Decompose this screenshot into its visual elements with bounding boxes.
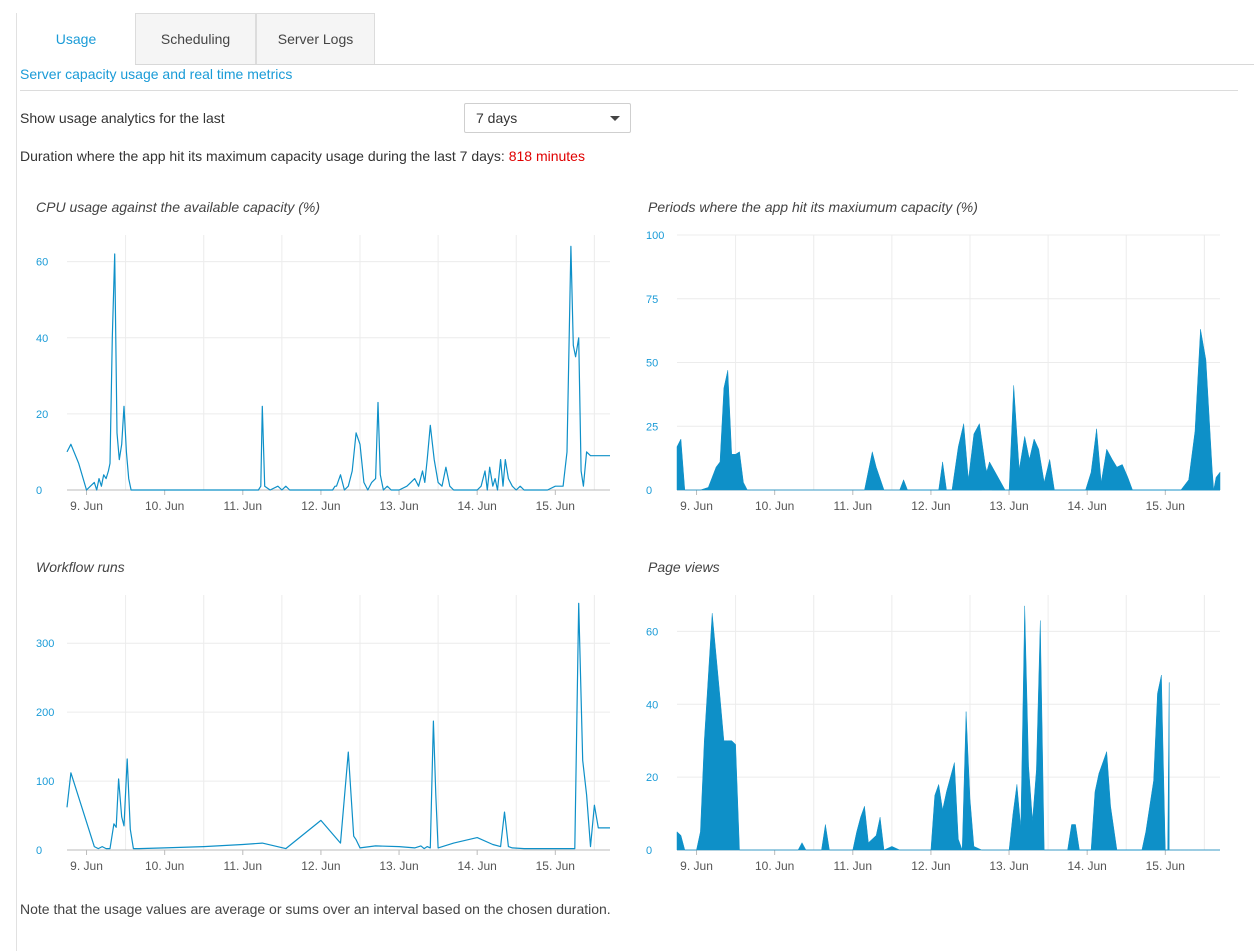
tab-bar: Usage Scheduling Server Logs [17,13,1254,65]
x-tick-label: 11. Jun [834,859,872,873]
y-tick-label: 75 [646,294,658,306]
y-tick-label: 100 [646,230,664,242]
x-tick-label: 13. Jun [989,499,1028,513]
x-tick-label: 15. Jun [1146,859,1185,873]
y-tick-label: 200 [36,707,54,719]
page-views-chart: 0 20 40 60 9. Jun 10. Jun 11. Jun 12. Jun 13. Ju… [646,595,1220,873]
x-tick-label: 13. Jun [379,859,418,873]
range-label: Show usage analytics for the last [20,110,225,126]
x-tick-label: 9. Jun [70,499,103,513]
series-area-segment [1067,675,1170,851]
cpu-chart-title: CPU usage against the available capacity… [36,199,321,215]
y-tick-label: 20 [646,772,658,784]
y-tick-label: 100 [36,776,54,788]
x-tick-label: 9. Jun [680,499,713,513]
x-tick-label: 14. Jun [1067,499,1106,513]
y-tick-label: 60 [646,626,658,638]
y-tick-label: 40 [646,699,658,711]
x-tick-label: 14. Jun [457,499,496,513]
y-tick-label: 0 [36,845,42,857]
y-tick-label: 20 [36,409,48,421]
x-tick-label: 13. Jun [989,859,1028,873]
x-tick-label: 9. Jun [680,859,713,873]
workflow-runs-chart: 0 100 200 300 9. Jun 10. Jun 11. Jun 12. Jun 13.… [36,595,610,873]
x-tick-label: 12. Jun [911,859,950,873]
range-select-value: 7 days [476,110,518,126]
duration-label: Duration where the app hit its maximum c… [20,148,505,164]
y-tick-label: 60 [36,257,48,269]
x-tick-label: 15. Jun [536,499,575,513]
y-tick-label: 40 [36,333,48,345]
x-tick-label: 12. Jun [301,859,340,873]
x-tick-label: 15. Jun [536,859,575,873]
y-tick-label: 50 [646,358,658,370]
series-area [676,605,1220,851]
x-tick-label: 10. Jun [755,859,794,873]
capacity-chart-title: Periods where the app hit its maxiumum c… [648,199,978,215]
duration-value: 818 minutes [508,148,585,164]
x-tick-label: 14. Jun [457,859,496,873]
tab-scheduling[interactable]: Scheduling [135,13,256,64]
section-divider [20,90,1238,91]
x-tick-label: 10. Jun [755,499,794,513]
capacity-chart: 0 25 50 75 100 9. Jun 10. Jun 11. Jun 12. Jun 13.… [646,230,1221,513]
section-subtitle: Server capacity usage and real time metr… [20,66,293,82]
range-select[interactable]: 7 days [464,103,631,133]
duration-text: Duration where the app hit its maximum c… [20,148,585,164]
x-tick-label: 11. Jun [224,859,262,873]
y-tick-label: 300 [36,638,54,650]
y-tick-label: 25 [646,421,658,433]
tab-server-logs[interactable]: Server Logs [256,13,375,64]
x-tick-label: 10. Jun [145,859,184,873]
cpu-usage-chart: 0 20 40 60 9. Jun 10. Jun 11. Jun 12. Jun 13. Ju… [36,235,610,513]
y-tick-label: 0 [646,485,652,497]
x-tick-label: 9. Jun [70,859,103,873]
workflow-chart-title: Workflow runs [36,559,125,575]
tab-usage[interactable]: Usage [17,13,135,65]
x-tick-label: 12. Jun [911,499,950,513]
x-tick-label: 12. Jun [301,499,340,513]
x-tick-label: 10. Jun [145,499,184,513]
series-area [676,370,1220,491]
series-line [66,245,610,491]
x-tick-label: 14. Jun [1067,859,1106,873]
series-line [66,602,610,850]
y-tick-label: 0 [646,845,652,857]
series-area-segment [899,329,1221,491]
x-tick-label: 13. Jun [379,499,418,513]
footnote: Note that the usage values are average o… [20,901,611,917]
caret-down-icon [610,116,620,121]
y-tick-label: 0 [36,485,42,497]
pageviews-chart-title: Page views [648,559,720,575]
x-tick-label: 11. Jun [224,499,262,513]
x-tick-label: 11. Jun [834,499,872,513]
x-tick-label: 15. Jun [1146,499,1185,513]
usage-panel: Usage Scheduling Server Logs [16,13,1254,951]
